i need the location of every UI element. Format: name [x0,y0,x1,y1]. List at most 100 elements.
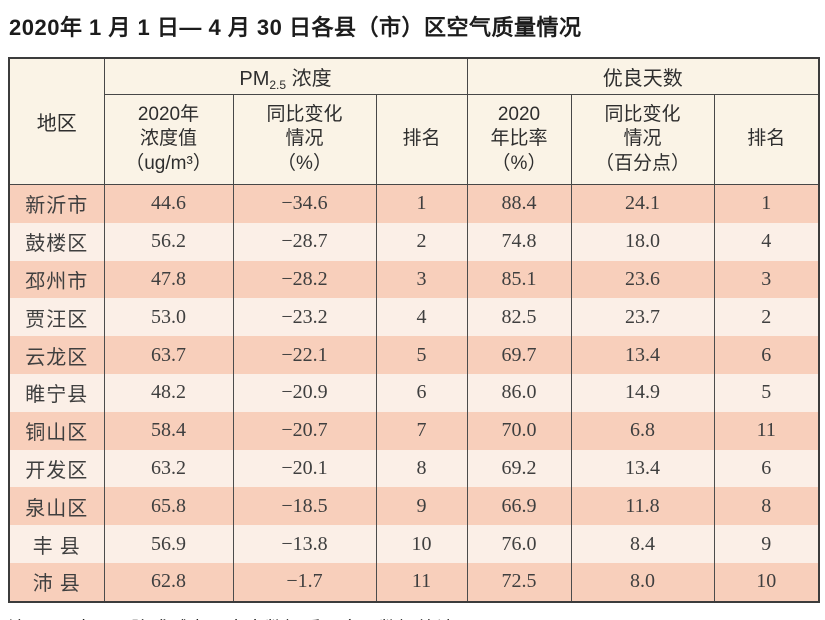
cell-days-ratio: 66.9 [466,487,572,526]
cell-days-change: 6.8 [570,411,715,450]
cell-region: 泉山区 [8,487,105,526]
cell-region: 丰 县 [8,525,105,563]
header-days-ratio: 2020 年比率 （%） [466,94,572,185]
header-concentration-2020: 2020年 浓度值 （ug/m³） [103,94,234,185]
cell-days-rank: 6 [713,336,820,374]
cell-concentration: 47.8 [103,260,234,299]
header-group-good-days: 优良天数 [466,57,820,95]
cell-days-ratio: 76.0 [466,525,572,563]
cell-days-change: 23.7 [570,298,715,337]
cell-pm-rank: 10 [375,525,468,563]
cell-pm-change: −13.8 [232,525,377,563]
table-row: 泉山区 65.8 −18.5 9 66.9 11.8 8 [8,487,820,526]
cell-days-ratio: 70.0 [466,411,572,450]
cell-concentration: 48.2 [103,373,234,412]
cell-days-rank: 6 [713,449,820,488]
cell-days-ratio: 85.1 [466,260,572,299]
cell-concentration: 56.9 [103,525,234,563]
cell-days-rank: 1 [713,184,820,223]
cell-days-change: 13.4 [570,449,715,488]
header-pm-change: 同比变化 情况 （%） [232,94,377,185]
cell-pm-rank: 1 [375,184,468,223]
cell-region: 沛 县 [8,562,105,602]
cell-pm-rank: 2 [375,222,468,261]
cell-concentration: 63.7 [103,336,234,374]
pm25-subscript: 2.5 [269,77,287,92]
cell-days-change: 8.4 [570,525,715,563]
header-days-change: 同比变化 情况 （百分点） [570,94,715,185]
cell-days-change: 14.9 [570,373,715,412]
header-region: 地区 [8,57,105,185]
cell-pm-change: −22.1 [232,336,377,374]
cell-days-rank: 3 [713,260,820,299]
cell-pm-change: −20.7 [232,411,377,450]
table-row: 新沂市 44.6 −34.6 1 88.4 24.1 1 [8,184,820,223]
table-row: 鼓楼区 56.2 −28.7 2 74.8 18.0 4 [8,222,820,261]
cell-region: 贾汪区 [8,298,105,337]
cell-pm-change: −18.5 [232,487,377,526]
cell-pm-change: −20.1 [232,449,377,488]
cell-pm-rank: 7 [375,411,468,450]
cell-days-change: 11.8 [570,487,715,526]
cell-pm-rank: 5 [375,336,468,374]
table-row: 铜山区 58.4 −20.7 7 70.0 6.8 11 [8,411,820,450]
table-group-header-row: 地区 PM2.5 浓度 优良天数 [8,57,820,185]
table-row: 丰 县 56.9 −13.8 10 76.0 8.4 9 [8,525,820,563]
table-row: 睢宁县 48.2 −20.9 6 86.0 14.9 5 [8,373,820,412]
cell-pm-change: −20.9 [232,373,377,412]
cell-region: 鼓楼区 [8,222,105,261]
cell-days-change: 18.0 [570,222,715,261]
air-quality-table: 地区 PM2.5 浓度 优良天数 2020年 浓度值 （ug/m³） 同比变化 … [8,57,821,603]
cell-days-change: 23.6 [570,260,715,299]
pm25-label-suffix: 浓度 [286,67,332,90]
cell-days-ratio: 69.2 [466,449,572,488]
table-row: 沛 县 62.8 −1.7 11 72.5 8.0 10 [8,562,820,602]
cell-pm-change: −28.2 [232,260,377,299]
cell-concentration: 53.0 [103,298,234,337]
header-group-pm25: PM2.5 浓度 [103,57,468,95]
cell-pm-rank: 9 [375,487,468,526]
cell-days-rank: 11 [713,411,820,450]
cell-days-rank: 2 [713,298,820,337]
cell-pm-rank: 11 [375,562,468,602]
cell-pm-change: −28.7 [232,222,377,261]
cell-days-change: 24.1 [570,184,715,223]
cell-days-ratio: 88.4 [466,184,572,223]
table-row: 邳州市 47.8 −28.2 3 85.1 23.6 3 [8,260,820,299]
cell-days-rank: 8 [713,487,820,526]
cell-concentration: 44.6 [103,184,234,223]
cell-days-rank: 4 [713,222,820,261]
table-row: 开发区 63.2 −20.1 8 69.2 13.4 6 [8,449,820,488]
cell-pm-change: −1.7 [232,562,377,602]
cell-pm-rank: 6 [375,373,468,412]
cell-days-rank: 9 [713,525,820,563]
cell-region: 铜山区 [8,411,105,450]
cell-concentration: 62.8 [103,562,234,602]
cell-days-ratio: 69.7 [466,336,572,374]
table-row: 贾汪区 53.0 −23.2 4 82.5 23.7 2 [8,298,820,337]
cell-concentration: 63.2 [103,449,234,488]
cell-days-rank: 10 [713,562,820,602]
cell-region: 开发区 [8,449,105,488]
footnote: 注:1.“−”表示下降或减少;2.表中数据采用实况数据统计。 [8,614,825,620]
cell-days-ratio: 86.0 [466,373,572,412]
cell-region: 新沂市 [8,184,105,223]
table-row: 云龙区 63.7 −22.1 5 69.7 13.4 6 [8,336,820,374]
page-title: 2020年 1 月 1 日— 4 月 30 日各县（市）区空气质量情况 [9,15,582,40]
cell-days-rank: 5 [713,373,820,412]
cell-days-change: 13.4 [570,336,715,374]
cell-days-ratio: 72.5 [466,562,572,602]
cell-concentration: 56.2 [103,222,234,261]
cell-pm-rank: 8 [375,449,468,488]
header-pm-rank: 排名 [375,94,468,185]
cell-concentration: 58.4 [103,411,234,450]
cell-concentration: 65.8 [103,487,234,526]
cell-days-ratio: 82.5 [466,298,572,337]
cell-pm-rank: 3 [375,260,468,299]
header-days-rank: 排名 [713,94,820,185]
cell-pm-change: −34.6 [232,184,377,223]
table-subheader-row: 2020年 浓度值 （ug/m³） 同比变化 情况 （%） 排名 2020 年比… [9,94,820,185]
cell-region: 邳州市 [8,260,105,299]
cell-pm-change: −23.2 [232,298,377,337]
cell-region: 云龙区 [8,336,105,374]
